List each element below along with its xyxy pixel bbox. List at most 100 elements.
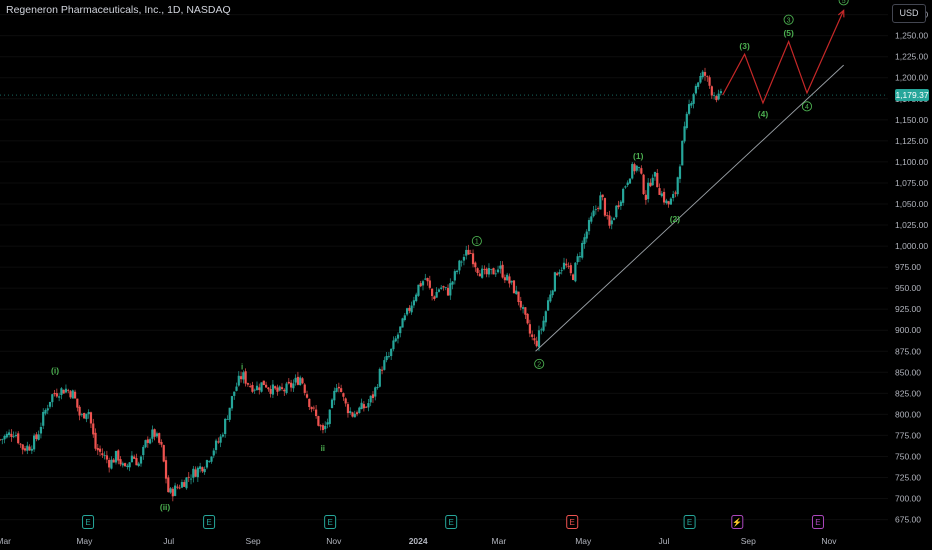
earnings-marker[interactable]: ⚡ [731,515,744,529]
price-axis[interactable]: 675.00 700.00 725.00 750.00 775.00 800.00 825.… [895,10,928,525]
earnings-marker[interactable]: E [82,515,95,529]
trendline-layer[interactable] [535,64,844,352]
currency-button[interactable]: USD [892,4,926,23]
candle-body [98,448,102,452]
candle-body [80,414,83,416]
candle-body [23,448,27,451]
candle-body [417,284,420,296]
candle-body [394,338,397,342]
earnings-marker[interactable]: E [324,515,337,529]
candle-body [35,434,38,440]
candle-body [235,386,238,391]
candle-body [431,288,434,296]
candle-body [694,85,698,94]
candle-body [108,459,111,468]
earnings-marker[interactable]: E [683,515,696,529]
candle-body [112,459,115,463]
candle-body [226,419,229,420]
candle-body [262,380,265,386]
earnings-marker[interactable]: E [445,515,458,529]
candle-body [28,446,31,451]
candle-body [133,456,136,459]
candle-body [651,177,654,186]
candle-body [287,381,290,384]
candle-body [162,445,165,462]
candle-body [396,334,400,339]
candle-body [121,463,124,466]
candle-body [492,268,495,275]
candle-body [708,77,711,86]
candle-body [26,445,29,451]
y-tick-label: 1,150.00 [895,115,928,125]
candle-body [697,82,700,87]
candle-body [446,287,450,296]
candle-body [315,409,318,417]
y-tick-label: 1,225.00 [895,52,928,62]
candle-body [405,308,409,315]
candle-body [92,423,95,435]
candle-body [647,182,650,200]
candle-body [706,76,709,78]
candle-body [685,113,688,128]
candle-body [503,277,506,281]
candle-body [33,435,36,450]
wave-label-circle [838,0,849,6]
candle-body [355,412,359,415]
y-tick-label: 1,250.00 [895,31,928,41]
y-tick-label: 1,125.00 [895,136,928,146]
candle-body [292,383,295,389]
candle-body [158,433,161,443]
candle-body [117,450,120,461]
wave-label-circle [783,14,794,25]
marker-box [683,515,696,529]
candle-body [344,398,347,404]
candle-body [278,386,281,391]
candle-body [710,86,713,96]
candle-body [17,433,20,444]
candle-body [583,237,586,245]
x-tick-label: Mar [0,536,11,546]
earnings-marker[interactable]: E [203,515,216,529]
candle-body [467,249,470,255]
candle-body [717,93,720,100]
candle-body [128,462,131,468]
candle-body [42,411,45,426]
candle-body [274,386,277,389]
earnings-marker[interactable]: E [811,515,824,529]
candle-body [289,382,293,388]
candle-body [644,194,647,200]
candle-body [494,273,497,275]
candle-body [521,307,525,309]
candle-body [146,439,149,443]
candle-body [351,412,354,417]
candle-body [556,273,559,276]
candle-body [246,383,249,385]
candle-body [599,195,602,210]
candle-body [94,432,97,449]
wave-label: (i) [51,366,59,376]
time-axis[interactable]: Mar May Jul Sep Nov 2024 Mar May Jul Sep Nov [0,536,837,546]
candle-body [392,340,395,350]
candle-body [412,300,416,306]
candle-body [424,278,427,280]
candle-body [449,283,452,296]
candle-body [490,268,493,270]
y-tick-label: 750.00 [895,451,921,461]
candle-body [319,425,322,427]
candle-body [569,265,572,274]
event-markers[interactable]: E E E E E E ⚡ E [82,515,824,529]
candle-body [55,393,58,397]
symbol-title: Regeneron Pharmaceuticals, Inc., 1D, NAS… [6,4,231,16]
candle-body [148,439,152,444]
projection-layer[interactable] [722,9,845,105]
candle-body [496,269,500,273]
candle-body [460,261,463,263]
candle-body [378,368,381,387]
candle-body [126,465,129,467]
candle-body [239,376,243,380]
candle-body [499,265,502,269]
candle-body [719,91,723,94]
earnings-marker[interactable]: E [566,515,579,529]
candle-body [444,287,447,288]
